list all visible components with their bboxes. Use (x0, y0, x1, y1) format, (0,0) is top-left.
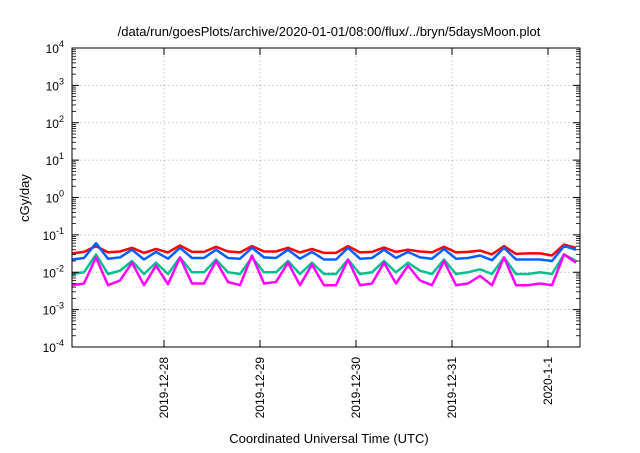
axis-ticks: 10-4 10-3 10-2 10-1 100 101 102 103 104 2019-12-2… (43, 39, 580, 418)
series-lines (71, 241, 577, 287)
y-tick-label: 102 (46, 114, 64, 131)
series-line-1 (71, 243, 577, 257)
series-line-3 (71, 253, 577, 276)
x-tick-label: 2019-12-31 (445, 357, 459, 419)
series-line-4 (71, 253, 577, 287)
y-tick-label: 10-3 (43, 301, 64, 318)
y-tick-label: 101 (46, 151, 64, 168)
y-tick-label: 10-1 (43, 226, 64, 243)
y-tick-label: 10-4 (43, 338, 64, 355)
x-tick-label: 2019-12-28 (157, 357, 171, 419)
plot-frame (71, 47, 581, 348)
y-tick-label: 104 (46, 39, 64, 56)
x-tick-label: 2019-12-29 (253, 357, 267, 419)
x-tick-label: 2020-1-1 (541, 357, 555, 405)
y-axis-label: cGy/day (17, 174, 32, 222)
x-axis-label: Coordinated Universal Time (UTC) (229, 431, 428, 446)
x-tick-label: 2019-12-30 (349, 357, 363, 419)
y-tick-label: 100 (46, 189, 64, 206)
y-tick-label: 103 (46, 76, 64, 93)
grid-lines (72, 48, 580, 347)
y-tick-label: 10-2 (43, 263, 64, 280)
chart-title: /data/run/goesPlots/archive/2020-01-01/0… (118, 24, 541, 39)
series-line-2 (71, 241, 577, 263)
